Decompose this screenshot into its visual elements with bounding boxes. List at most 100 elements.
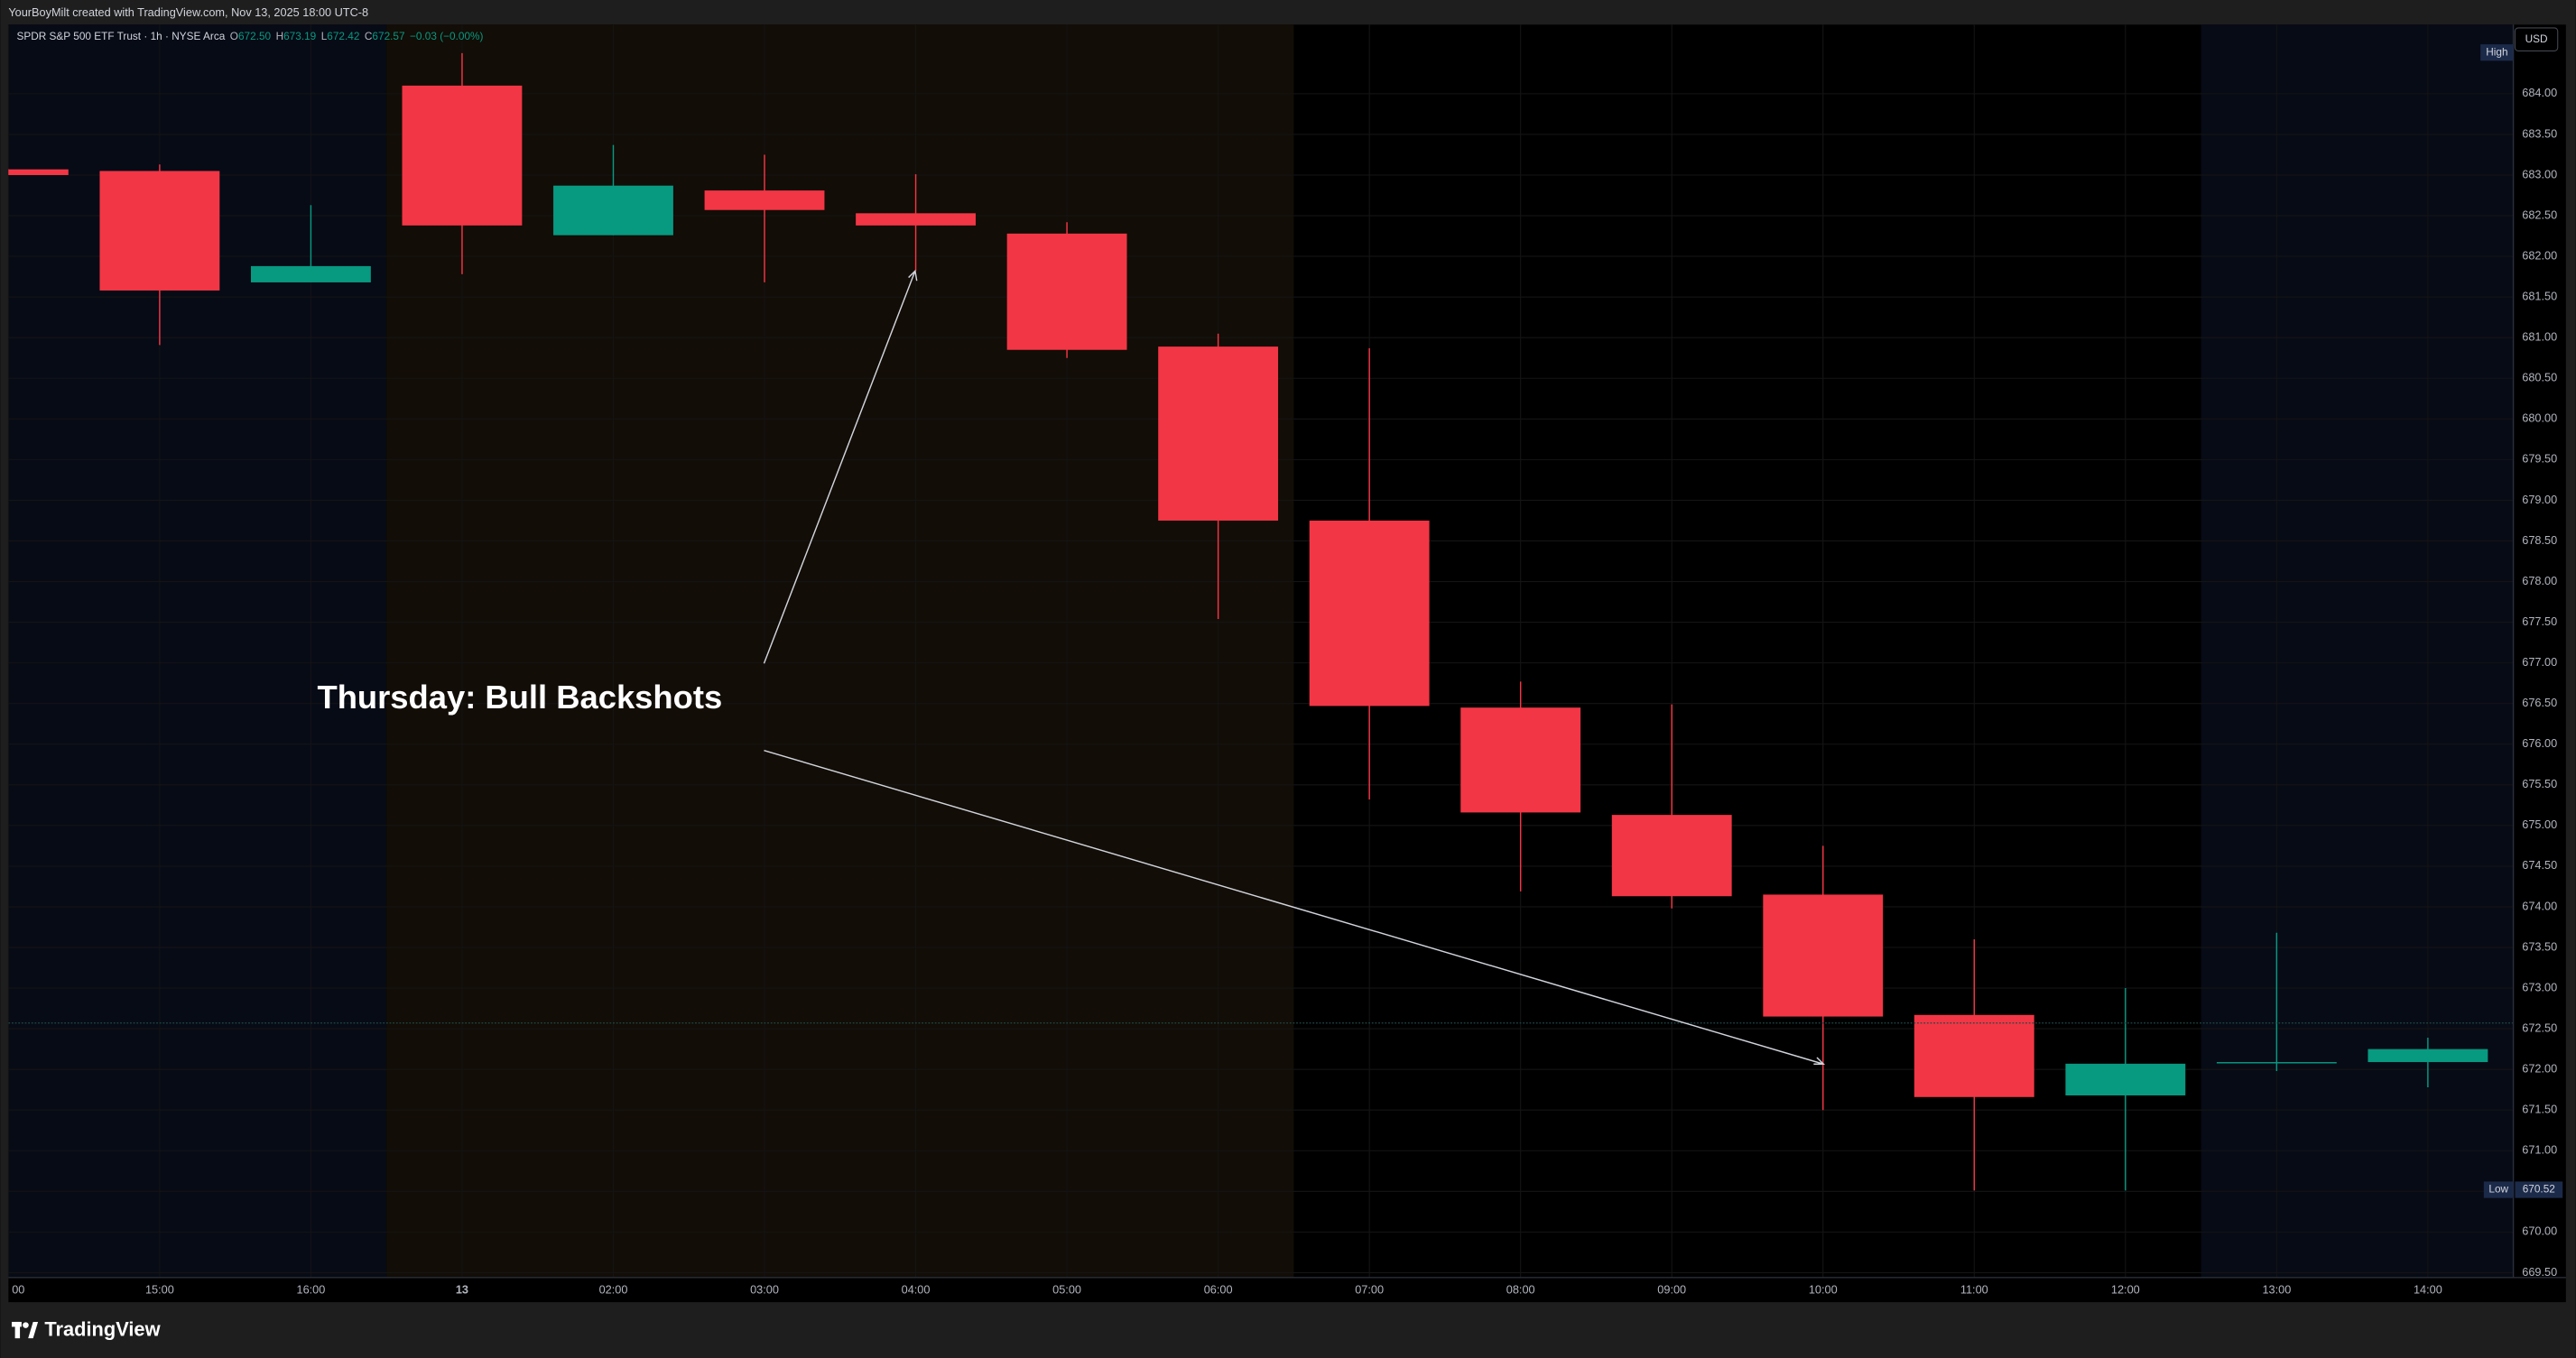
logo-part bbox=[14, 1321, 21, 1339]
candle-body bbox=[1763, 894, 1884, 1017]
x-tick-label: 07:00 bbox=[1355, 1283, 1384, 1297]
y-tick-label: 673.50 bbox=[2522, 939, 2557, 953]
legend-o-label: O bbox=[230, 30, 238, 42]
legend-l: 672.42 bbox=[327, 30, 359, 42]
candle-body bbox=[1913, 1014, 2034, 1097]
y-tick-label: 674.00 bbox=[2522, 899, 2557, 912]
x-tick-label: 13 bbox=[456, 1283, 468, 1297]
y-tick-label: 674.50 bbox=[2522, 858, 2557, 872]
arrow bbox=[763, 271, 916, 664]
y-tick-label: 682.50 bbox=[2522, 208, 2557, 221]
y-tick-label: 676.50 bbox=[2522, 696, 2557, 709]
y-tick-label: 683.00 bbox=[2522, 167, 2557, 180]
currency[interactable]: USD bbox=[2525, 32, 2548, 45]
legend-c-label: C bbox=[365, 30, 373, 42]
y-tick-label: 683.50 bbox=[2522, 126, 2557, 140]
y-tick-label: 676.00 bbox=[2522, 736, 2557, 750]
legend-symbol: SPDR S&P 500 ETF Trust · 1h · NYSE Arca bbox=[16, 30, 225, 42]
y-tick-label: 677.00 bbox=[2522, 655, 2557, 669]
candle-body bbox=[402, 85, 523, 226]
x-tick-label: 14:00 bbox=[2414, 1283, 2442, 1297]
candle-body bbox=[704, 190, 825, 210]
x-tick-label: 08:00 bbox=[1506, 1283, 1535, 1297]
y-tick-label: 671.00 bbox=[2522, 1143, 2557, 1157]
y-tick-label: 671.50 bbox=[2522, 1103, 2557, 1116]
annotation-arrows bbox=[763, 269, 1826, 1065]
low-box bbox=[2483, 1181, 2514, 1198]
x-tick-label: 05:00 bbox=[1052, 1283, 1081, 1297]
y-tick-label: 673.00 bbox=[2522, 980, 2557, 993]
legend-c: 672.57 bbox=[372, 30, 404, 42]
y-tick-label: 678.00 bbox=[2522, 574, 2557, 587]
high-label: High bbox=[2486, 45, 2507, 58]
candle-body bbox=[2216, 1062, 2337, 1064]
low-value-box bbox=[2515, 1181, 2563, 1198]
annotation: Thursday: Bull Backshots bbox=[317, 679, 722, 716]
y-tick-label: 670.00 bbox=[2522, 1224, 2557, 1238]
candle-body bbox=[8, 169, 69, 175]
legend-h-label: H bbox=[276, 30, 284, 42]
legend-o: 672.50 bbox=[238, 30, 272, 42]
candle-body bbox=[99, 171, 220, 291]
candle-body bbox=[2065, 1063, 2186, 1095]
session-bg bbox=[386, 24, 1294, 1278]
x-tick-label: 03:00 bbox=[750, 1283, 779, 1297]
logo-part bbox=[23, 1322, 29, 1328]
x-tick-label: 16:00 bbox=[297, 1283, 326, 1297]
candle-body bbox=[1460, 707, 1581, 813]
x-tick-label: 04:00 bbox=[902, 1283, 931, 1297]
y-tick-label: 672.00 bbox=[2522, 1062, 2557, 1076]
candle-body bbox=[1158, 346, 1279, 521]
x-tick-label: 12:00 bbox=[2111, 1283, 2140, 1297]
arrow-head bbox=[1813, 1057, 1826, 1065]
y-tick-label: 675.50 bbox=[2522, 777, 2557, 790]
y-tick-label: 680.50 bbox=[2522, 371, 2557, 384]
candle-body bbox=[553, 185, 673, 236]
arrow bbox=[764, 749, 1824, 1065]
y-tick-label: 677.50 bbox=[2522, 614, 2557, 628]
y-tick-label: 679.00 bbox=[2522, 493, 2557, 506]
candle-body bbox=[250, 265, 371, 282]
x-tick-label: 06:00 bbox=[1204, 1283, 1233, 1297]
y-tick-label: 681.50 bbox=[2522, 290, 2557, 303]
legend-change: −0.03 (−0.00%) bbox=[410, 30, 483, 42]
x-tick-label: 13:00 bbox=[2262, 1283, 2291, 1297]
x-tick-label: 02:00 bbox=[599, 1283, 628, 1297]
axes: 669.50670.00670.50671.00671.50672.00672.… bbox=[12, 44, 2563, 1297]
session-bg bbox=[2201, 24, 2514, 1278]
y-tick-label: 672.50 bbox=[2522, 1021, 2557, 1034]
y-tick-label: 675.00 bbox=[2522, 818, 2557, 831]
high-box bbox=[2480, 44, 2514, 61]
candles bbox=[8, 52, 2514, 1191]
currency-box[interactable] bbox=[2514, 27, 2559, 51]
x-tick-label: 10:00 bbox=[1809, 1283, 1838, 1297]
grid bbox=[7, 24, 2514, 1278]
y-tick-label: 669.50 bbox=[2522, 1265, 2557, 1279]
x-tick-label: 15:00 bbox=[145, 1283, 174, 1297]
y-tick-label: 680.00 bbox=[2522, 411, 2557, 425]
legend-h: 673.19 bbox=[283, 30, 317, 42]
y-tick-label: 678.50 bbox=[2522, 533, 2557, 547]
sessions bbox=[8, 24, 2514, 1278]
y-tick-label: 684.00 bbox=[2522, 86, 2557, 99]
brand-logo bbox=[11, 1321, 39, 1339]
candle-body bbox=[1006, 233, 1127, 350]
low-value-label: 670.52 bbox=[2523, 1183, 2555, 1196]
y-tick-label: 681.00 bbox=[2522, 330, 2557, 344]
candle-body bbox=[1611, 815, 1732, 897]
y-tick-label: 679.50 bbox=[2522, 452, 2557, 466]
candle-body bbox=[2368, 1049, 2488, 1063]
arrow-head bbox=[908, 269, 918, 282]
legend-l-label: L bbox=[321, 30, 328, 42]
x-tick-label: 11:00 bbox=[1960, 1283, 1988, 1297]
low-label: Low bbox=[2488, 1183, 2508, 1196]
top-bar: YourBoyMilt created with TradingView.com… bbox=[8, 5, 368, 19]
x-tick-label: 09:00 bbox=[1657, 1283, 1686, 1297]
x-tick-label: 00 bbox=[12, 1283, 24, 1297]
y-tick-label: 682.00 bbox=[2522, 248, 2557, 262]
legend: SPDR S&P 500 ETF Trust · 1h · NYSE Arca O… bbox=[16, 30, 483, 42]
brand: TradingView bbox=[44, 1318, 161, 1341]
logo-part bbox=[28, 1321, 39, 1339]
